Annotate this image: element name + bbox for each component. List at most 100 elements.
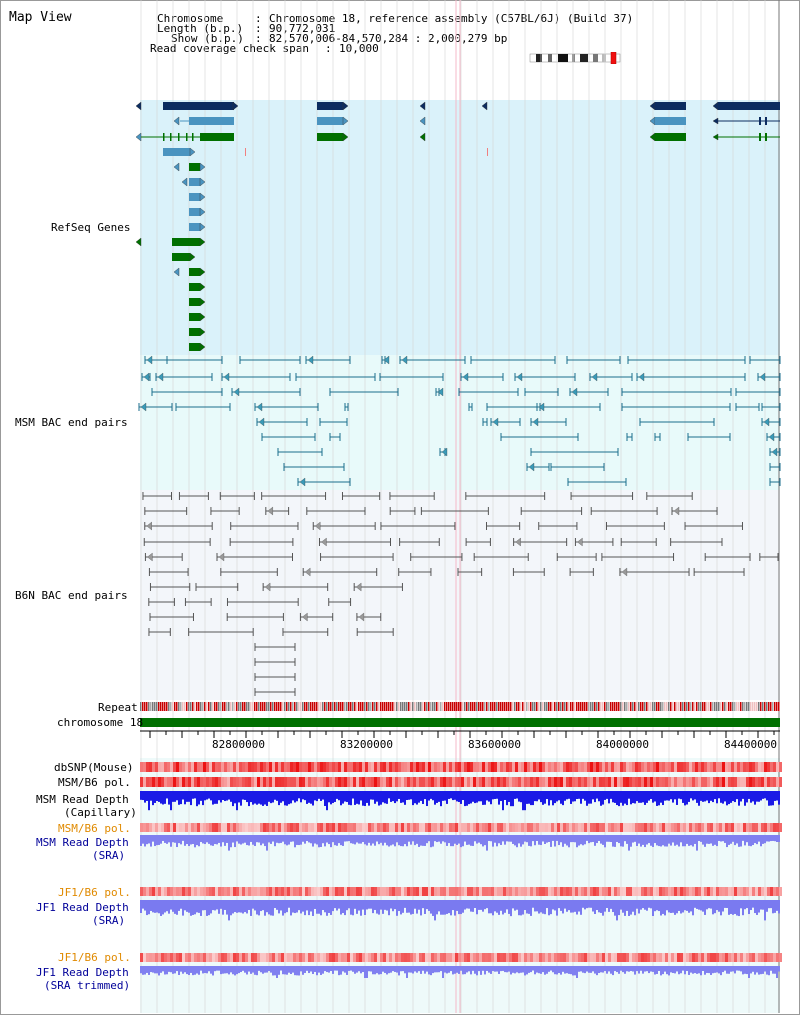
heat-cell: [467, 823, 470, 832]
depth-bar: [188, 835, 190, 847]
bac-arrow: [401, 355, 408, 365]
depth-bar: [308, 835, 310, 843]
heat-cell: [389, 887, 392, 896]
repeat-mark: [460, 702, 462, 711]
heat-cell: [386, 887, 389, 896]
depth-bar: [220, 835, 222, 847]
heat-cell: [515, 762, 518, 772]
depth-bar: [718, 791, 720, 799]
depth-bar: [738, 966, 740, 971]
heat-cell: [536, 887, 539, 896]
depth-bar: [716, 966, 718, 973]
depth-bar: [244, 835, 246, 843]
repeat-mark: [602, 702, 604, 711]
heat-cell: [245, 823, 248, 832]
depth-bar: [664, 966, 666, 972]
depth-bar: [214, 791, 216, 804]
heat-cell: [350, 777, 353, 787]
chromosome-ideogram[interactable]: [528, 52, 623, 64]
depth-bar: [498, 900, 500, 915]
depth-bar: [310, 900, 312, 912]
track-label-b6n-bac[interactable]: B6N BAC end pairs: [15, 589, 128, 602]
depth-bar: [198, 791, 200, 805]
bac-arrow: [515, 537, 521, 547]
repeat-mark: [590, 702, 592, 711]
depth-bar: [712, 835, 714, 846]
depth-bar: [700, 900, 702, 911]
track-label-refseq[interactable]: RefSeq Genes: [51, 221, 131, 234]
gene-arrow: [199, 237, 206, 247]
depth-bar: [272, 791, 274, 803]
repeat-mark: [394, 702, 396, 711]
depth-bar: [488, 966, 490, 973]
heat-cell: [629, 762, 632, 772]
depth-bar: [312, 900, 314, 916]
repeat-mark: [380, 702, 382, 711]
heat-cell: [725, 762, 728, 772]
depth-bar: [564, 791, 566, 801]
depth-bar: [592, 966, 594, 972]
repeat-mark: [672, 702, 674, 711]
repeat-mark: [762, 702, 764, 711]
heat-cell: [479, 762, 482, 772]
heat-cell: [242, 777, 245, 787]
depth-bar: [640, 966, 642, 971]
bac-arrow: [577, 537, 583, 547]
repeat-mark: [372, 702, 374, 711]
depth-bar: [450, 966, 452, 972]
depth-bar: [280, 835, 282, 843]
depth-bar: [664, 835, 666, 847]
track-label-msm-bac[interactable]: MSM BAC end pairs: [15, 416, 128, 429]
heat-cell: [587, 823, 590, 832]
depth-bar: [260, 835, 262, 846]
heat-cell: [383, 887, 386, 896]
heat-cell: [725, 953, 728, 962]
depth-bar: [522, 966, 524, 973]
depth-bar: [500, 791, 502, 802]
depth-bar: [512, 791, 514, 807]
heat-cell: [557, 823, 560, 832]
depth-bar: [554, 900, 556, 911]
heat-cell: [323, 762, 326, 772]
gene-exon: [189, 223, 200, 231]
gene-exon: [189, 268, 200, 276]
repeat-mark: [324, 702, 326, 711]
depth-bar: [550, 900, 552, 915]
heat-cell: [302, 777, 305, 787]
repeat-mark: [472, 702, 474, 711]
depth-bar: [576, 900, 578, 915]
depth-bar: [524, 900, 526, 911]
depth-bar: [608, 966, 610, 972]
depth-bar: [330, 966, 332, 972]
heat-cell: [761, 762, 764, 772]
heat-cell: [206, 887, 209, 896]
bac-arrow: [528, 462, 535, 472]
track-label-msm-read-depth-sra: MSM Read Depth: [36, 836, 129, 849]
depth-bar: [518, 791, 520, 802]
depth-bar: [644, 900, 646, 910]
heat-cell: [590, 762, 593, 772]
depth-bar: [600, 791, 602, 806]
depth-bar: [308, 966, 310, 974]
depth-bar: [216, 966, 218, 971]
depth-bar: [770, 966, 772, 971]
depth-bar: [620, 791, 622, 803]
heat-cell: [656, 953, 659, 962]
depth-bar: [582, 966, 584, 973]
depth-bar: [764, 791, 766, 799]
heat-cell: [494, 887, 497, 896]
depth-bar: [556, 900, 558, 916]
depth-bar: [736, 966, 738, 971]
heat-cell: [650, 762, 653, 772]
depth-bar: [504, 900, 506, 913]
heat-cell: [686, 823, 689, 832]
depth-bar: [364, 966, 366, 978]
repeat-mark: [434, 702, 436, 711]
heat-cell: [428, 823, 431, 832]
depth-bar: [400, 900, 402, 915]
heat-cell: [746, 953, 749, 962]
depth-bar: [166, 966, 168, 975]
depth-bar: [702, 835, 704, 845]
depth-bar: [510, 791, 512, 807]
heat-cell: [683, 887, 686, 896]
